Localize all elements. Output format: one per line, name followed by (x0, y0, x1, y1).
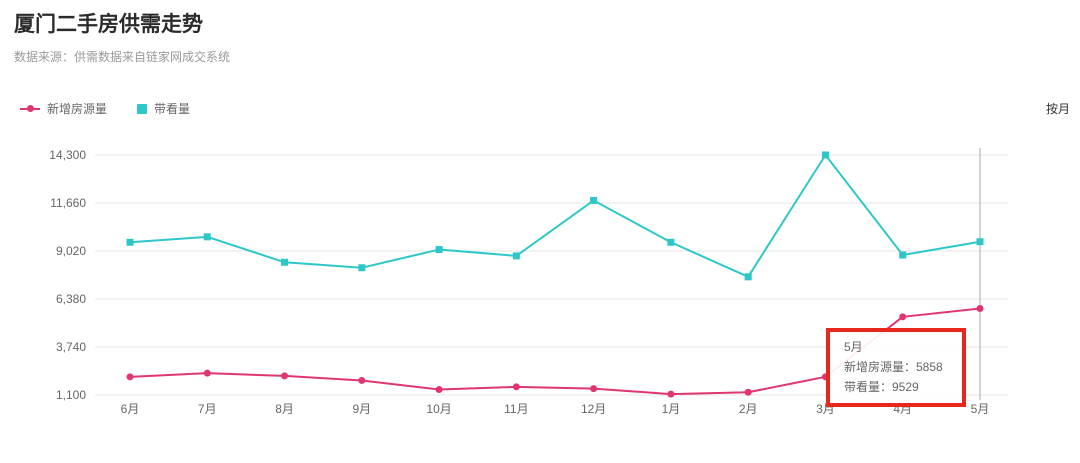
period-selector[interactable]: 按月 (1045, 102, 1070, 116)
data-source-note: 数据来源：供需数据来自链家网成交系统 (14, 50, 231, 64)
svg-text:6,380: 6,380 (56, 292, 86, 306)
legend-label: 带看量 (154, 102, 191, 116)
svg-text:8月: 8月 (275, 402, 294, 416)
legend-label: 新增房源量 (47, 102, 108, 116)
svg-text:11,660: 11,660 (50, 196, 86, 210)
svg-text:1月: 1月 (662, 402, 681, 416)
legend-item-viewings[interactable]: 带看量 (137, 100, 190, 117)
svg-text:5月: 5月 (971, 402, 990, 416)
chart-canvas[interactable]: 1,100 3,740 6,380 9,020 11,660 14,300 6月 7月 8月 9月… (0, 130, 1080, 458)
tooltip-viewings-value: 带看量：9529 (844, 380, 919, 394)
svg-text:1,100: 1,100 (56, 388, 86, 402)
line-chart[interactable]: 1,100 3,740 6,380 9,020 11,660 14,300 6月 7月 8月 9月… (0, 130, 1080, 458)
svg-text:14,300: 14,300 (49, 148, 86, 162)
svg-text:3,740: 3,740 (56, 340, 86, 354)
line-dot-marker-icon (20, 105, 40, 112)
svg-text:7月: 7月 (198, 402, 217, 416)
tooltip-month: 5月 (844, 340, 863, 354)
svg-text:9月: 9月 (352, 402, 371, 416)
annotation-highlight-box: 5月 新增房源量：5858 带看量：9529 (826, 328, 966, 407)
svg-text:6月: 6月 (121, 402, 140, 416)
tooltip-new-listings-value: 新增房源量：5858 (844, 360, 943, 374)
svg-text:9,020: 9,020 (56, 244, 86, 258)
svg-text:10月: 10月 (426, 402, 451, 416)
svg-text:2月: 2月 (739, 402, 758, 416)
chart-legend: 新增房源量 带看量 (20, 100, 190, 117)
svg-text:12月: 12月 (581, 402, 606, 416)
page-title: 厦门二手房供需走势 (14, 13, 203, 36)
legend-item-new-listings[interactable]: 新增房源量 (20, 100, 107, 117)
svg-text:11月: 11月 (504, 402, 528, 416)
square-marker-icon (137, 103, 148, 114)
